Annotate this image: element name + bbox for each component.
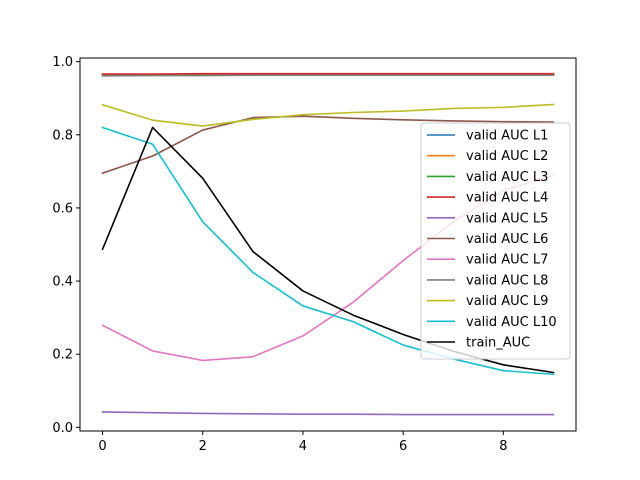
legend-label: valid AUC L2 — [466, 149, 548, 164]
legend-label: valid AUC L8 — [466, 273, 548, 288]
legend-label: valid AUC L3 — [466, 170, 548, 185]
legend-label: train_AUC — [466, 336, 530, 351]
series-line-10 — [101, 126, 555, 376]
y-tick-label: 0.4 — [52, 275, 73, 290]
x-tick-label: 0 — [98, 439, 106, 454]
legend-label: valid AUC L5 — [466, 211, 548, 226]
legend: valid AUC L1 valid AUC L2 valid AUC L3 vali… — [420, 122, 571, 360]
y-tick-label: 1.0 — [52, 55, 73, 70]
y-tick-label: 0.8 — [52, 128, 73, 143]
y-tick-label: 0.6 — [52, 201, 73, 216]
series-line-5 — [101, 411, 555, 416]
legend-label: valid AUC L6 — [466, 232, 548, 247]
y-tick-label: 0.2 — [52, 348, 73, 363]
x-tick-label: 6 — [399, 439, 407, 454]
y-tick-label: 0.0 — [52, 421, 73, 436]
series-line-6 — [101, 115, 555, 175]
x-tick-label: 8 — [499, 439, 507, 454]
legend-label: valid AUC L10 — [466, 315, 557, 330]
y-axis: 0.0 0.2 0.4 0.6 0.8 1.0 — [52, 55, 80, 436]
series-line-8 — [101, 74, 555, 77]
legend-box — [420, 122, 571, 360]
x-tick-label: 4 — [299, 439, 307, 454]
legend-label: valid AUC L4 — [466, 191, 548, 206]
axes-frame — [79, 57, 577, 432]
legend-label: valid AUC L9 — [466, 294, 548, 309]
x-tick-label: 2 — [199, 439, 207, 454]
series-line-9 — [101, 103, 555, 127]
legend-label: valid AUC L1 — [466, 129, 548, 144]
x-axis: 0 2 4 6 8 — [98, 431, 507, 454]
legend-label: valid AUC L7 — [466, 253, 548, 268]
